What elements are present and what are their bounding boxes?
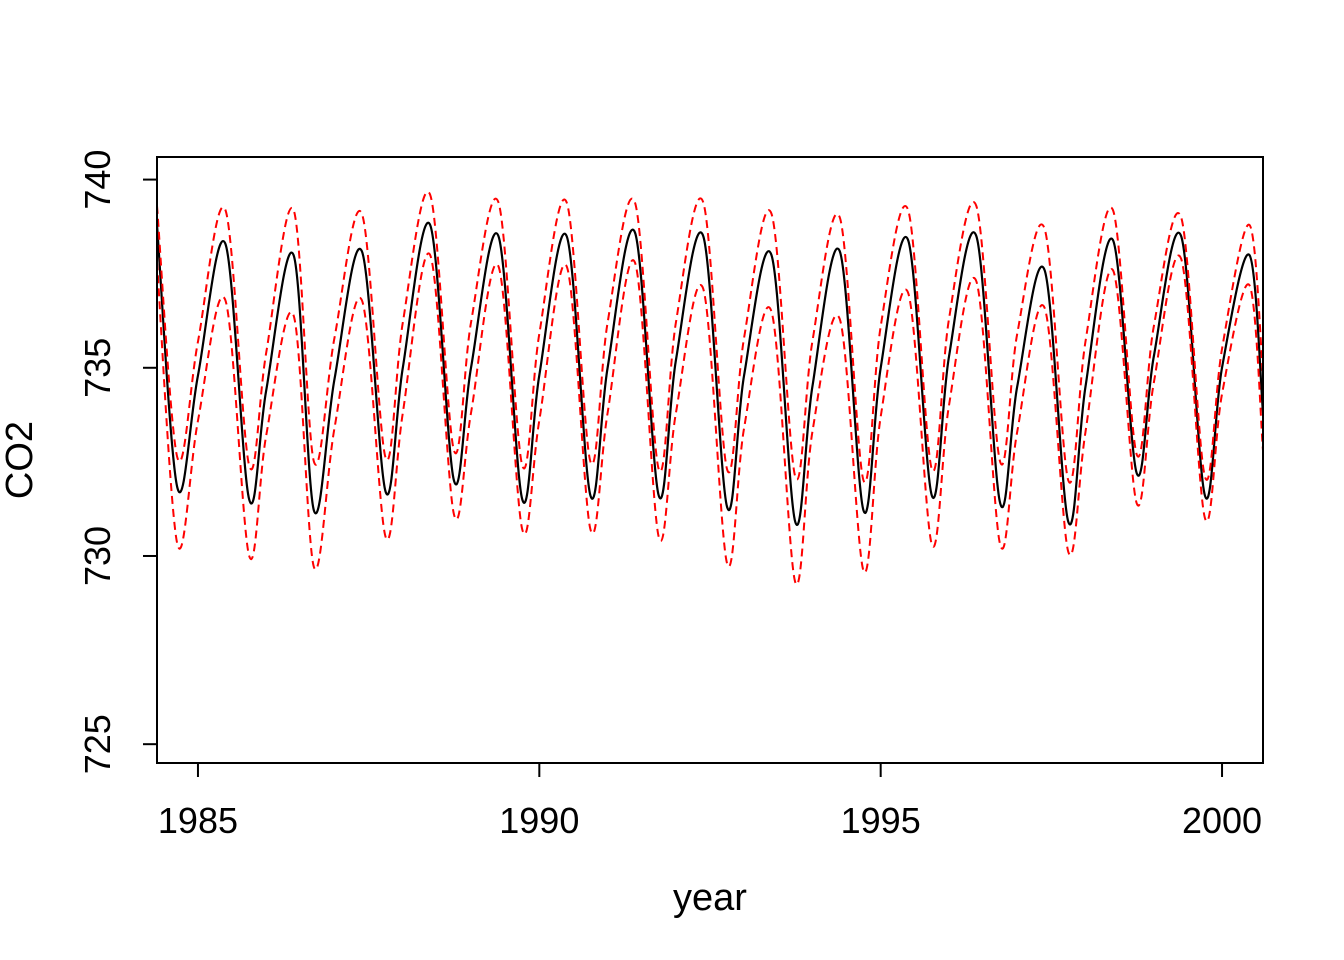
x-axis-label: year (673, 877, 747, 919)
series-line-fit (157, 221, 1263, 526)
x-tick-label: 2000 (1182, 800, 1262, 841)
x-axis: 1985 1990 1995 2000 (158, 763, 1262, 841)
plot-frame (156, 156, 1264, 764)
series-line-lower-band (157, 252, 1263, 586)
x-tick-label: 1990 (499, 800, 579, 841)
series-line-upper-band (157, 190, 1263, 484)
plot-series (157, 190, 1263, 586)
y-tick-label: 735 (77, 338, 118, 398)
y-tick-label: 740 (77, 150, 118, 210)
x-tick-label: 1995 (841, 800, 921, 841)
x-tick-label: 1985 (158, 800, 238, 841)
y-axis-label: CO2 (0, 421, 41, 499)
y-tick-label: 730 (77, 526, 118, 586)
y-axis: 725 730 735 740 (77, 150, 157, 774)
y-tick-label: 725 (77, 714, 118, 774)
